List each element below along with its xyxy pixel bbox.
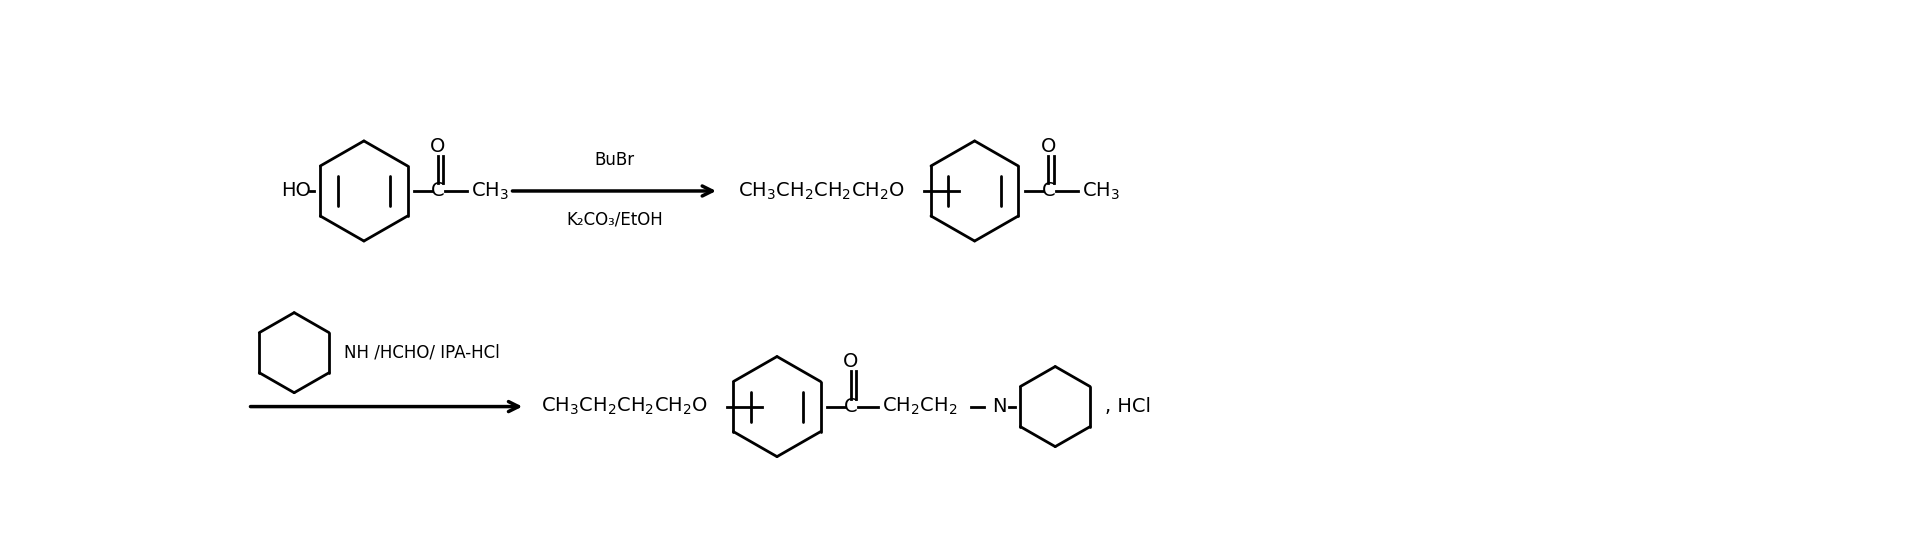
Text: , HCl: , HCl (1104, 397, 1150, 416)
Text: CH$_3$: CH$_3$ (471, 181, 509, 201)
Text: C: C (431, 182, 444, 200)
Text: K₂CO₃/EtOH: K₂CO₃/EtOH (566, 210, 662, 228)
Text: BuBr: BuBr (595, 151, 635, 169)
Text: O: O (1041, 137, 1056, 156)
Text: CH$_2$CH$_2$: CH$_2$CH$_2$ (881, 396, 957, 417)
Text: NH /HCHO/ IPA-HCl: NH /HCHO/ IPA-HCl (343, 344, 500, 362)
Text: CH$_3$CH$_2$CH$_2$CH$_2$O: CH$_3$CH$_2$CH$_2$CH$_2$O (738, 181, 906, 201)
Text: CH$_3$CH$_2$CH$_2$CH$_2$O: CH$_3$CH$_2$CH$_2$CH$_2$O (540, 396, 707, 417)
Text: O: O (429, 137, 444, 156)
Text: N: N (992, 397, 1007, 416)
Text: O: O (843, 352, 858, 371)
Text: HO: HO (280, 182, 311, 200)
Text: CH$_3$: CH$_3$ (1081, 181, 1119, 201)
Text: C: C (843, 397, 858, 416)
Text: C: C (1041, 182, 1055, 200)
